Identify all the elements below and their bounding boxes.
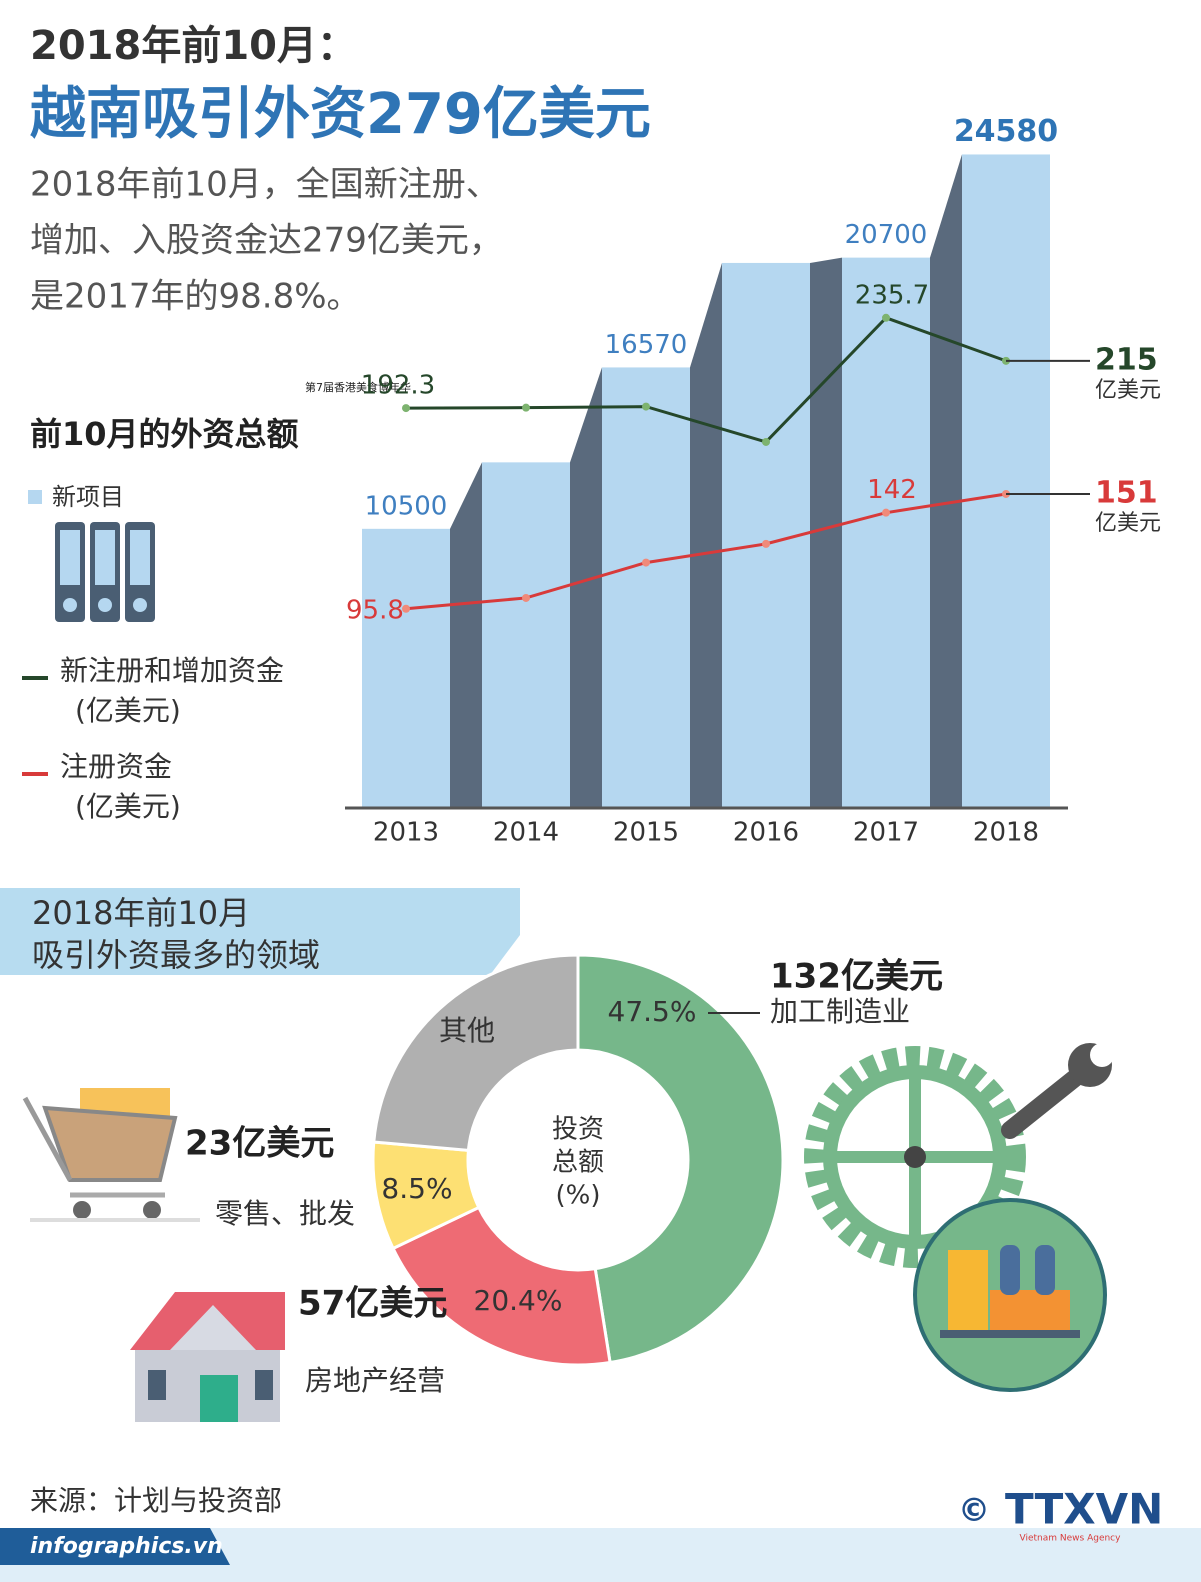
category-label: 其他: [439, 1014, 495, 1047]
house-icon: [130, 1292, 285, 1422]
x-tick-label: 2015: [613, 818, 679, 848]
line-point: [522, 593, 530, 602]
x-tick-label: 2016: [733, 818, 799, 848]
headline: 越南吸引外资279亿美元: [30, 82, 651, 147]
section-title: 吸引外资最多的领域: [32, 936, 320, 974]
line-value-label: 142: [867, 475, 917, 505]
chart-title: 前10月的外资总额: [30, 415, 299, 453]
bar-side: [810, 257, 842, 808]
legend-label: 注册资金: [60, 750, 172, 783]
binder-icon: [55, 522, 155, 622]
bar: [362, 528, 450, 808]
x-tick-label: 2014: [493, 818, 559, 848]
legend-label: 新注册和增加资金: [60, 654, 284, 687]
line: [405, 492, 1007, 611]
line-point: [762, 539, 770, 548]
x-tick-label: 2017: [853, 818, 919, 848]
site: infographics.vn: [30, 1534, 223, 1559]
x-tick-label: 2013: [373, 818, 439, 848]
line: [405, 316, 1007, 444]
line-point: [642, 558, 650, 567]
category-label: 加工制造业: [770, 995, 910, 1028]
site-banner: [0, 1528, 230, 1565]
category-label: 零售、批发: [215, 1197, 355, 1230]
line-value-label: 95.8: [346, 595, 404, 625]
bar-value-label: 16570: [605, 330, 688, 360]
center-label: 总额: [552, 1148, 604, 1178]
legend-note: (亿美元): [75, 790, 181, 823]
amount-label: 23亿美元: [185, 1124, 334, 1164]
title: 2018年前10月：: [30, 23, 357, 69]
line-end-label: 215: [1095, 342, 1158, 377]
bar: [602, 367, 690, 808]
line-value-label: 192.3: [361, 371, 435, 401]
center-label: 投资: [552, 1115, 604, 1145]
copyright: ©: [958, 1491, 990, 1529]
section-banner: [0, 888, 520, 975]
summary-line: 增加、入股资金达279亿美元，: [30, 221, 503, 261]
bar-value-label: 20700: [845, 220, 928, 250]
line-point: [882, 508, 890, 517]
center-label: (%): [556, 1181, 601, 1211]
agency-en: Vietnam News Agency: [1020, 1534, 1122, 1544]
watermark: 第7届香港美食博年华: [305, 380, 411, 394]
legend-swatch: [28, 490, 42, 504]
section-title: 2018年前10月: [32, 894, 250, 932]
bar-value-label: 10500: [365, 491, 448, 521]
amount-label: 132亿美元: [770, 957, 943, 997]
legend-label: 新项目: [52, 483, 124, 511]
donut-segment: [372, 953, 580, 1152]
bar: [842, 257, 930, 808]
donut-value-label: 47.5%: [608, 995, 697, 1028]
bar: [482, 462, 570, 808]
line-point: [762, 437, 770, 446]
line-value-label: 235.7: [855, 280, 929, 310]
donut-value-label: 8.5%: [381, 1172, 452, 1205]
bar-side: [450, 462, 482, 808]
category-label: 房地产经营: [305, 1364, 445, 1397]
amount-label: 57亿美元: [298, 1284, 447, 1324]
cart-icon: [22, 1088, 200, 1222]
agency: TTXVN: [1005, 1485, 1163, 1534]
line-end-label: 151: [1095, 475, 1158, 510]
line-end-unit: 亿美元: [1095, 511, 1161, 536]
bar-side: [690, 262, 722, 808]
line-point: [522, 403, 530, 412]
donut-segment: [391, 1205, 612, 1367]
line-end-unit: 亿美元: [1095, 378, 1161, 403]
bar-side: [930, 154, 962, 808]
line-point: [402, 404, 410, 413]
source: 来源：计划与投资部: [30, 1484, 282, 1517]
gear-icon: [804, 1043, 1114, 1392]
line-point: [882, 313, 890, 322]
line-point: [402, 604, 410, 613]
legend-note: (亿美元): [75, 694, 181, 727]
summary-line: 是2017年的98.8%。: [30, 277, 361, 317]
bar-side: [570, 367, 602, 808]
bar: [962, 154, 1050, 808]
summary-line: 2018年前10月，全国新注册、: [30, 165, 500, 205]
donut-value-label: 20.4%: [474, 1284, 563, 1317]
bar-value-label: 24580: [954, 114, 1058, 149]
x-tick-label: 2018: [973, 818, 1039, 848]
line-point: [642, 402, 650, 411]
donut-segment: [576, 953, 785, 1365]
